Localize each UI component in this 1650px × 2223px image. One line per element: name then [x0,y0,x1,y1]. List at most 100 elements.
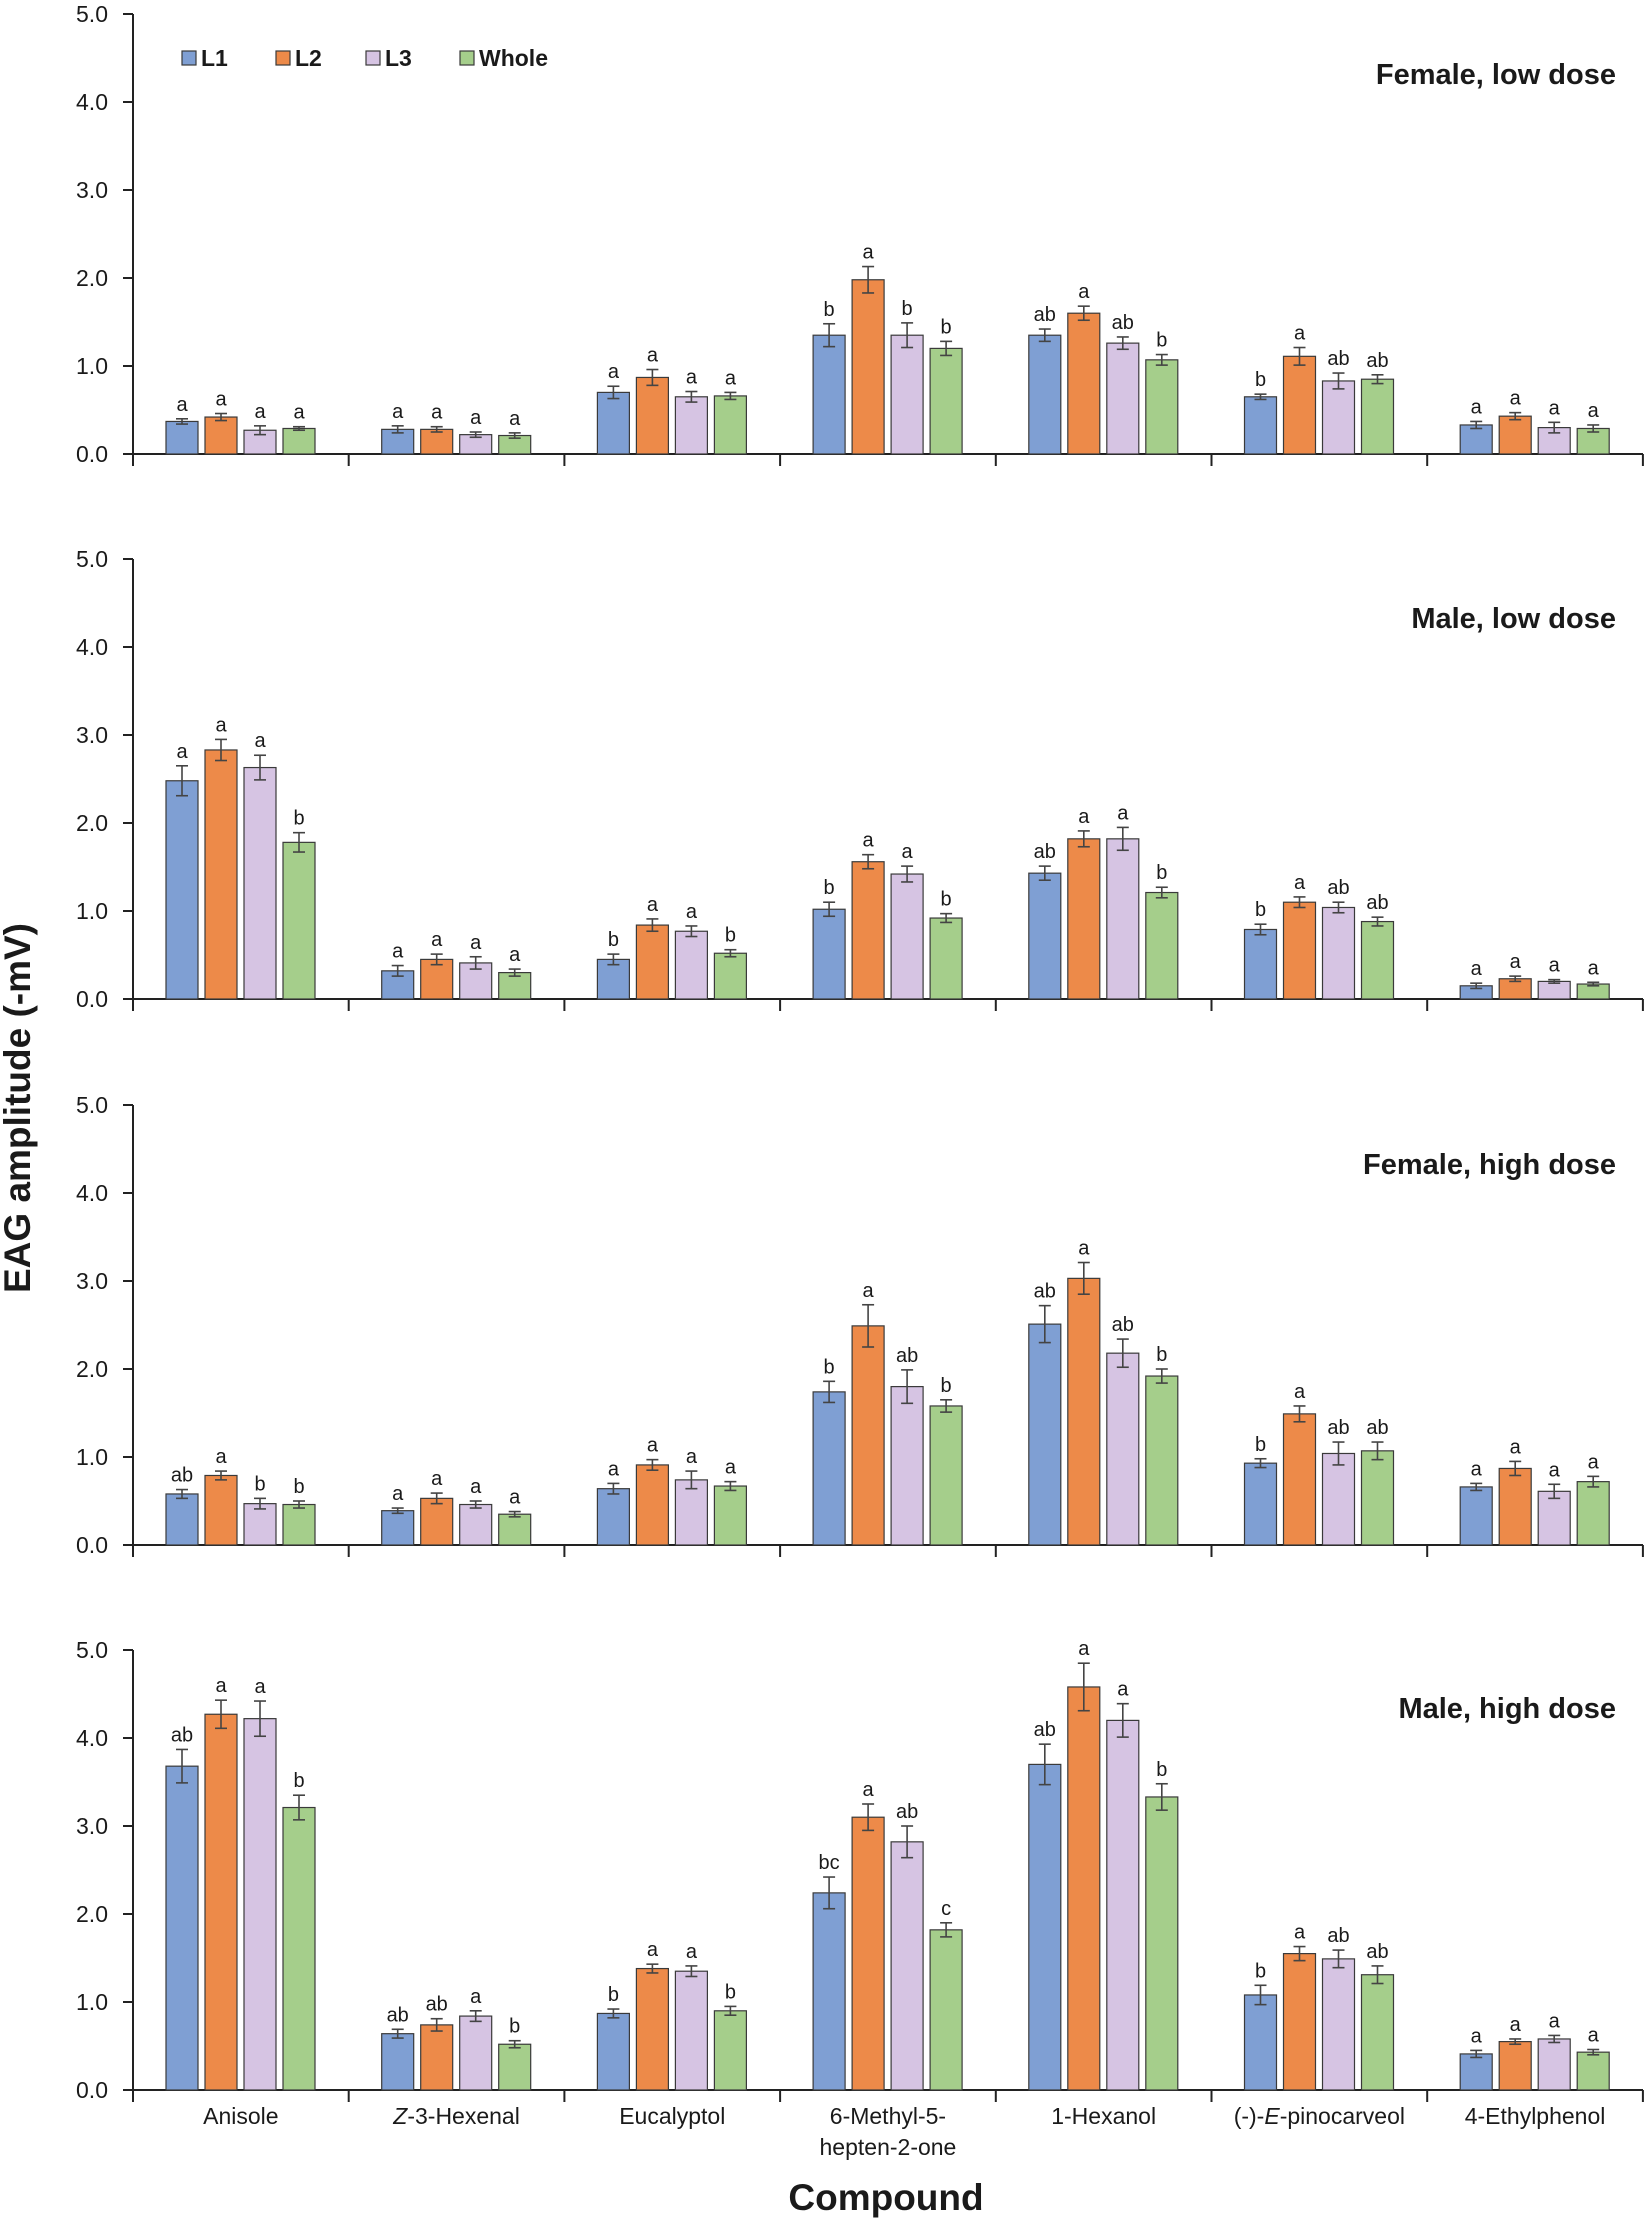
y-tick-label: 5.0 [76,1,108,27]
bar-l2 [1498,415,1532,455]
significance-letter: a [647,1939,659,1961]
significance-letter: a [1510,1436,1522,1458]
significance-letter: ab [896,1801,918,1823]
bar-l1 [1243,1462,1278,1546]
bar-whole [713,1485,748,1546]
y-tick-label: 2.0 [76,265,108,291]
significance-letter: b [293,808,304,830]
bar-l3 [1537,980,1571,1000]
x-axis: Anisole Z-3-Hexenal Eucalyptol 6-Methyl-5-h… [203,2103,1605,2160]
bar-l2 [1282,1952,1317,2091]
bar-whole [1360,1450,1395,1546]
bar-whole [282,1503,316,1546]
bar-l1 [1028,1763,1062,2091]
bar-l3 [890,334,924,455]
significance-letter: a [647,1435,659,1457]
bar-l1 [165,1493,199,1546]
bar-l3 [674,1970,709,2091]
legend: L1 L2 L3 Whole [181,45,548,71]
bar-whole [929,917,963,1000]
significance-letter: a [608,1458,620,1480]
significance-letter: a [1117,1679,1129,1701]
significance-letter: ab [1034,304,1056,326]
bar-l2 [851,279,885,455]
bar-l1 [1459,424,1493,455]
significance-letter: a [1078,806,1090,828]
bar-l2 [1067,838,1101,1000]
significance-letter: b [1156,330,1167,352]
bar-whole [282,427,316,455]
bar-l3 [890,1385,924,1546]
bar-l2 [204,1474,238,1546]
significance-letter: a [863,1280,875,1302]
panel-title: Male, low dose [1411,603,1616,635]
significance-letter: a [863,1779,875,1801]
significance-letter: b [1156,862,1167,884]
bar-l1 [1243,396,1278,455]
significance-letter: b [725,925,736,947]
bar-whole [282,1806,316,2091]
bar-l3 [1106,342,1140,455]
significance-letter: a [1471,958,1483,980]
y-tick-label: 1.0 [76,1444,108,1470]
category-label: Z-3-Hexenal [392,2103,520,2129]
significance-letter: b [608,1984,619,2006]
significance-letter: a [686,1446,698,1468]
significance-letter: ab [1366,350,1388,372]
bar-l2 [1282,1413,1317,1546]
bar-l1 [165,420,199,455]
significance-letter: ab [896,1345,918,1367]
bar-l2 [1067,1686,1101,2091]
significance-letter: a [1471,1458,1483,1480]
bar-l2 [420,2024,454,2091]
bar-whole [498,1513,532,1546]
significance-letter: ab [1366,892,1388,914]
bar-whole [1360,920,1395,1000]
significance-letter: a [1510,2014,1522,2036]
significance-letter: b [509,2016,520,2038]
significance-letter: ab [1327,348,1349,370]
bar-l1 [1028,334,1062,455]
bar-l3 [1106,1719,1140,2091]
significance-letter: a [470,1476,482,1498]
significance-letter: a [1588,1451,1600,1473]
significance-letter: ab [1327,1417,1349,1439]
significance-letter: b [1255,1960,1266,1982]
y-tick-label: 1.0 [76,898,108,924]
bar-l3 [674,1479,709,1546]
significance-letter: a [470,1986,482,2008]
bar-whole [1145,1796,1179,2091]
bar-l2 [420,958,454,1000]
category-label: Eucalyptol [619,2103,725,2129]
bar-l2 [1067,312,1101,455]
significance-letter: b [941,316,952,338]
y-tick-label: 1.0 [76,1989,108,2015]
bar-l3 [1321,1452,1356,1546]
significance-letter: a [647,894,659,916]
significance-letter: b [824,1356,835,1378]
bar-l3 [1106,1352,1140,1546]
significance-letter: a [1078,1638,1090,1660]
significance-letter: a [215,1446,227,1468]
y-tick-label: 0.0 [76,2077,108,2103]
significance-letter: a [608,361,620,383]
bar-whole [498,971,532,1000]
significance-letter: a [431,402,443,424]
significance-letter: b [824,299,835,321]
significance-letter: b [1156,1759,1167,1781]
bar-whole [713,952,748,1000]
bar-l1 [165,780,199,1000]
y-tick-label: 4.0 [76,634,108,660]
bar-l2 [420,428,454,455]
significance-letter: a [431,1468,443,1490]
legend-swatch-whole [459,50,475,66]
bar-whole [1360,1974,1395,2091]
significance-letter: a [1117,802,1129,824]
bar-l2 [635,1464,670,1546]
y-tick-label: 2.0 [76,1356,108,1382]
bar-l2 [204,1713,238,2091]
significance-letter: a [293,402,305,424]
